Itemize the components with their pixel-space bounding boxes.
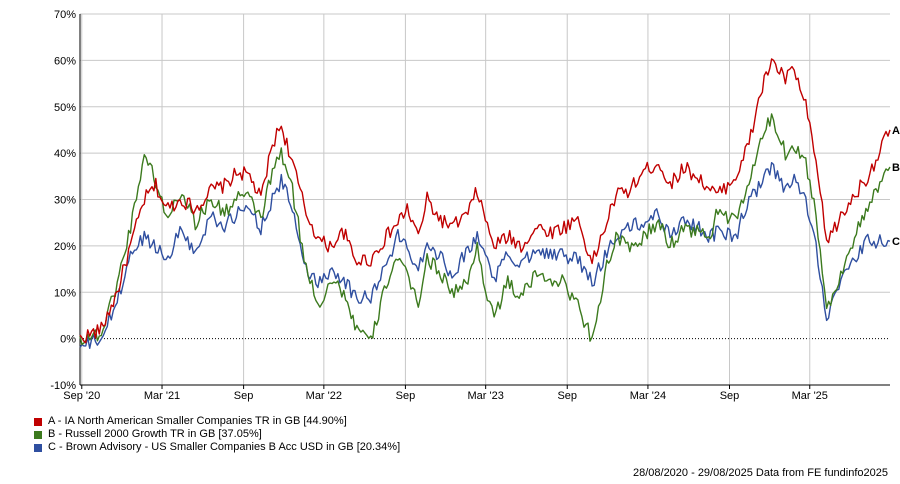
chart-axes: [79, 14, 890, 389]
x-tick-label: Sep: [557, 390, 577, 402]
x-tick-label: Mar '22: [306, 390, 342, 402]
chart-labels: 70% 60% 50% 40% 30% 20% 10% 0% -10%Sep '20 Mar '2…: [50, 9, 900, 402]
x-tick-label: Sep '20: [63, 390, 100, 402]
legend-swatch-b: [34, 430, 42, 439]
y-tick-label: -10%: [50, 380, 76, 392]
chart-gridlines: [80, 13, 890, 386]
legend-item-c: C - Brown Advisory - US Smaller Companie…: [34, 441, 400, 454]
series-end-label-b: B: [892, 162, 900, 174]
x-tick-label: Mar '24: [630, 390, 666, 402]
series-line-b: [79, 113, 891, 346]
y-tick-label: 0%: [60, 334, 76, 346]
legend-label-b: B - Russell 2000 Growth TR in GB [37.05%…: [48, 428, 262, 440]
chart-legend: A - IA North American Smaller Companies …: [34, 415, 400, 454]
series-end-label-a: A: [892, 125, 900, 137]
y-tick-label: 50%: [54, 102, 76, 114]
series-line-a: [79, 58, 891, 344]
x-tick-label: Mar '21: [144, 390, 180, 402]
chart-series: [79, 58, 891, 349]
x-tick-label: Sep: [720, 390, 740, 402]
series-line-c: [79, 162, 891, 349]
legend-swatch-a: [34, 417, 42, 426]
legend-item-a: A - IA North American Smaller Companies …: [34, 415, 400, 428]
y-tick-label: 10%: [54, 287, 76, 299]
y-tick-label: 60%: [54, 55, 76, 67]
legend-swatch-c: [34, 443, 42, 452]
legend-label-c: C - Brown Advisory - US Smaller Companie…: [48, 441, 401, 453]
x-tick-label: Mar '23: [467, 390, 503, 402]
legend-label-a: A - IA North American Smaller Companies …: [48, 415, 347, 427]
legend-item-b: B - Russell 2000 Growth TR in GB [37.05%…: [34, 428, 400, 441]
x-tick-label: Sep: [234, 390, 254, 402]
y-tick-label: 20%: [54, 241, 76, 253]
y-tick-label: 30%: [54, 195, 76, 207]
series-end-label-c: C: [892, 236, 900, 248]
y-tick-label: 70%: [54, 9, 76, 21]
x-tick-label: Mar '25: [792, 390, 828, 402]
y-tick-label: 40%: [54, 148, 76, 160]
data-source-footer: 28/08/2020 - 29/08/2025 Data from FE fun…: [632, 467, 888, 479]
x-tick-label: Sep: [396, 390, 416, 402]
